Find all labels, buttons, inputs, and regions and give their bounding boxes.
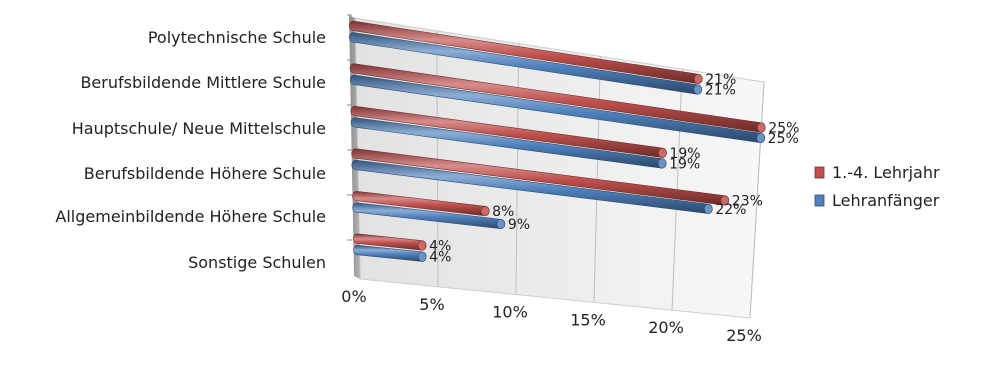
x-tick-label: 25% xyxy=(726,326,762,345)
x-tick-label: 0% xyxy=(341,287,366,306)
legend-label: Lehranfänger xyxy=(832,191,940,210)
legend-item: Lehranfänger xyxy=(814,191,940,210)
data-label: 8% xyxy=(492,204,514,220)
category-label: Hauptschule/ Neue Mittelschule xyxy=(72,119,326,138)
bar-end-cap xyxy=(417,240,427,251)
data-label: 9% xyxy=(508,217,530,233)
bar-end-cap xyxy=(417,251,427,262)
bar-group xyxy=(352,190,490,217)
bar-end-cap xyxy=(657,158,667,169)
data-label: 25% xyxy=(768,131,799,147)
bar-group xyxy=(353,244,427,262)
bar-end-cap xyxy=(480,205,490,217)
data-label: 4% xyxy=(429,238,451,254)
category-label: Polytechnische Schule xyxy=(148,28,326,47)
bar-group xyxy=(348,20,703,85)
legend-label: 1.-4. Lehrjahr xyxy=(832,163,940,182)
bar-group xyxy=(350,117,667,169)
bar-group xyxy=(349,32,703,95)
data-label: 22% xyxy=(715,202,746,218)
legend-item: 1.-4. Lehrjahr xyxy=(814,163,940,182)
category-label: Berufsbildende Höhere Schule xyxy=(84,164,326,183)
data-label: 23% xyxy=(732,193,763,209)
x-tick-label: 5% xyxy=(419,295,444,314)
x-tick-label: 20% xyxy=(648,318,684,337)
bar-end-cap xyxy=(720,195,730,206)
bar-end-cap xyxy=(693,73,703,85)
bar-group xyxy=(352,233,427,251)
x-tick-label: 15% xyxy=(570,310,606,329)
gridline xyxy=(749,81,765,319)
category-label: Berufsbildende Mittlere Schule xyxy=(80,73,326,92)
data-label: 21% xyxy=(705,83,736,99)
category-label: Sonstige Schulen xyxy=(188,253,326,272)
data-label: 21% xyxy=(705,72,736,88)
bar-end-cap xyxy=(704,203,713,214)
bar-group xyxy=(351,159,713,214)
bar-end-cap xyxy=(756,122,766,133)
data-label: 19% xyxy=(669,146,700,162)
legend-swatch xyxy=(814,166,825,179)
x-tick-label: 10% xyxy=(492,303,528,322)
data-label: 4% xyxy=(429,250,451,266)
gridline xyxy=(436,30,439,287)
bar-group xyxy=(349,63,766,133)
legend-swatch xyxy=(814,194,825,207)
bar-end-cap xyxy=(658,147,667,158)
bar-group xyxy=(351,148,730,206)
data-label: 19% xyxy=(669,156,700,172)
bar-end-cap xyxy=(693,84,703,95)
bar-end-cap xyxy=(496,218,506,230)
category-label: Allgemeinbildende Höhere Schule xyxy=(55,207,326,226)
data-label: 25% xyxy=(768,121,799,137)
bar-group xyxy=(352,202,506,230)
bar-group xyxy=(349,74,765,143)
bar-group xyxy=(350,105,667,158)
bar-end-cap xyxy=(756,132,765,143)
